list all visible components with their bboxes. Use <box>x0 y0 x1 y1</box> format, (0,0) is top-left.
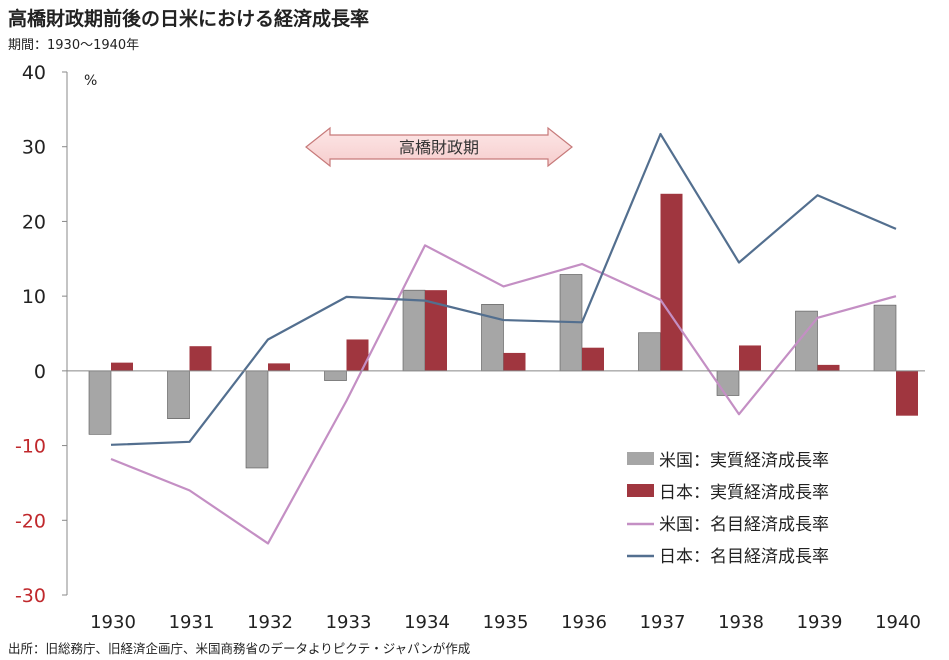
annotation-double-arrow-shape <box>305 126 573 168</box>
y-tick-label: 10 <box>22 286 46 308</box>
x-tick-label: 1936 <box>561 612 607 633</box>
x-tick-label: 1933 <box>326 612 372 633</box>
bar-series-group <box>88 193 918 469</box>
chart-source-note: 出所：旧総務庁、旧経済企画庁、米国商務省のデータよりピクテ・ジャパンが作成 <box>8 641 471 656</box>
x-tick-label: 1937 <box>640 612 686 633</box>
x-tick-label: 1931 <box>169 612 215 633</box>
jp-nominal-line <box>110 132 897 446</box>
us-real-bar <box>167 370 190 419</box>
us-real-bar <box>245 370 269 469</box>
legend-swatch-bar <box>627 484 654 497</box>
line-series-group <box>110 132 897 545</box>
us-real-bar <box>638 332 661 372</box>
jp-real-bar <box>739 345 761 371</box>
jp-real-bar <box>346 339 369 371</box>
x-tick-label: 1935 <box>483 612 529 633</box>
y-tick-label: -20 <box>15 510 46 532</box>
legend-entry-label: 日本：実質経済成長率 <box>659 483 829 503</box>
jp-real-bar <box>660 193 683 371</box>
y-tick-label: -10 <box>15 436 46 458</box>
y-axis: 40 30 20 10 0 -10 -20 -30% <box>15 62 97 607</box>
legend-entry-label: 日本：名目経済成長率 <box>659 547 829 567</box>
legend-entry-label: 米国：実質経済成長率 <box>659 451 829 471</box>
jp-real-bar <box>582 347 604 371</box>
y-tick-label: 20 <box>22 211 46 233</box>
us-real-bar <box>716 370 740 396</box>
jp-real-bar <box>503 352 526 371</box>
annotation-label: 高橋財政期 <box>399 138 479 157</box>
x-tick-label: 1932 <box>247 612 293 633</box>
x-tick-label: 1938 <box>718 612 764 633</box>
x-tick-label: 1940 <box>875 612 921 633</box>
us-real-bar <box>88 370 112 435</box>
jp-real-bar <box>268 363 290 371</box>
jp-real-bar <box>111 362 133 371</box>
annotation-arrow: 高橋財政期 <box>305 126 573 168</box>
y-tick-label: 30 <box>22 137 46 159</box>
y-tick-label: 0 <box>34 361 46 383</box>
jp-real-bar <box>817 364 840 371</box>
y-unit-label: % <box>84 73 97 89</box>
jp-real-bar <box>189 346 212 371</box>
x-axis: 1930 1931 1932 1933 1934 1935 1936 1937 1938 1939… <box>67 370 925 633</box>
us-real-bar <box>324 370 347 381</box>
x-tick-label: 1934 <box>404 612 450 633</box>
legend-entry-label: 米国：名目経済成長率 <box>659 515 829 535</box>
us-real-bar <box>402 289 426 372</box>
y-tick-label: 40 <box>22 62 46 84</box>
us-nominal-line <box>110 244 897 545</box>
jp-real-bar <box>425 290 447 371</box>
jp-real-bar <box>896 370 918 416</box>
y-tick-label: -30 <box>15 585 46 607</box>
x-tick-label: 1939 <box>797 612 843 633</box>
us-real-bar <box>873 304 897 372</box>
chart-subtitle: 期間：1930～1940年 <box>8 38 140 53</box>
x-tick-label: 1930 <box>90 612 136 633</box>
chart-title: 高橋財政期前後の日米における経済成長率 <box>8 8 370 30</box>
legend-swatch-bar <box>627 452 654 465</box>
